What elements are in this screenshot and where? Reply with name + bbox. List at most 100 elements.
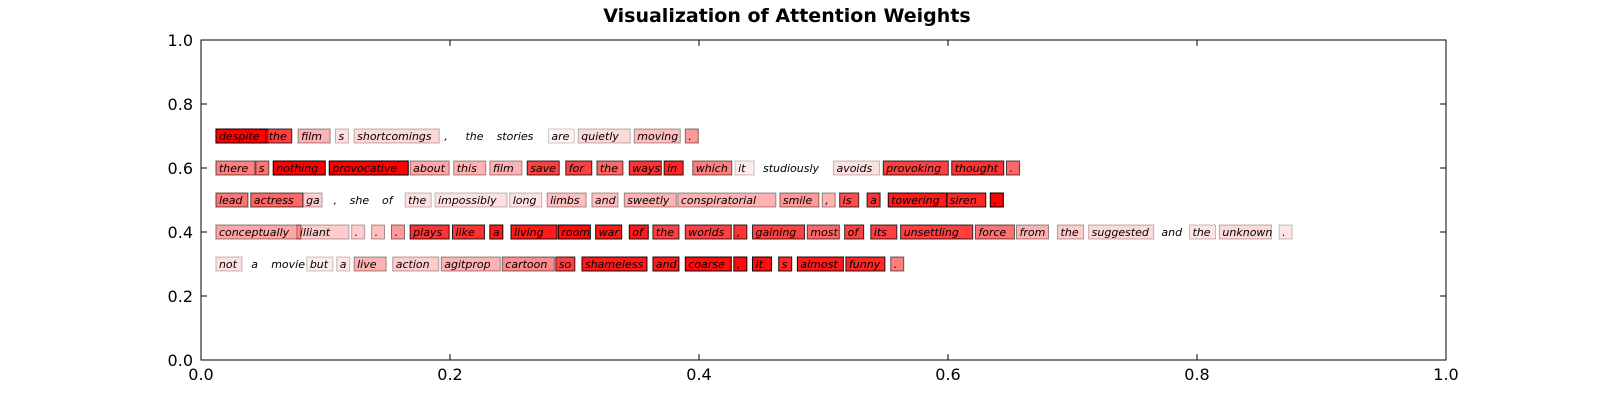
token-text: not — [219, 258, 238, 271]
token: , — [733, 256, 748, 272]
token-highlight — [796, 256, 844, 272]
token-highlight — [581, 256, 648, 272]
token-highlight — [733, 256, 748, 272]
token-highlight — [1006, 160, 1021, 176]
token: , — [821, 192, 836, 208]
sentence-row: lead actress ga, she of the impossibly long limb… — [215, 192, 1004, 208]
token-text: she — [350, 194, 370, 207]
token-highlight — [596, 160, 624, 176]
token-text: and — [656, 258, 678, 271]
token-text: almost — [800, 258, 838, 271]
token-text: . — [894, 258, 898, 271]
token: film — [489, 160, 523, 176]
token-text: film — [301, 130, 322, 143]
token-text: conspiratorial — [681, 194, 756, 207]
token-text: ga — [306, 194, 320, 207]
token-highlight — [692, 160, 733, 176]
token-text: the — [465, 130, 483, 143]
token-text: most — [810, 226, 838, 239]
token-highlight — [451, 224, 485, 240]
token-highlight — [652, 224, 680, 240]
token-highlight — [509, 192, 543, 208]
token: . — [1278, 224, 1293, 240]
token-highlight — [434, 192, 508, 208]
token-text: suggested — [1092, 226, 1150, 239]
token-text: film — [493, 162, 514, 175]
token: almost — [796, 256, 844, 272]
token-text: the — [269, 130, 287, 143]
token-text: force — [978, 226, 1006, 239]
token: are — [547, 128, 575, 144]
token-highlight — [510, 224, 558, 240]
token-text: provocative — [331, 162, 397, 175]
token: living — [510, 224, 558, 240]
token-highlight — [489, 224, 504, 240]
token: provoking — [882, 160, 949, 176]
x-tick-label: 1.0 — [1433, 365, 1458, 384]
token: of — [382, 194, 395, 207]
token: film — [297, 128, 331, 144]
y-tick-label: 0.2 — [168, 287, 193, 306]
token-text: , — [444, 130, 448, 143]
token: its — [870, 224, 898, 240]
token: . — [684, 128, 699, 144]
token-highlight — [628, 160, 662, 176]
token: s — [255, 160, 270, 176]
token-text: nothing — [276, 162, 318, 175]
token: she — [350, 194, 370, 207]
token: unsettling — [900, 224, 974, 240]
token: action — [392, 256, 440, 272]
token-highlight — [1088, 224, 1155, 240]
token-text: the — [656, 226, 674, 239]
token: , — [733, 224, 748, 240]
token: , — [444, 130, 448, 143]
y-tick-label: 0.4 — [168, 223, 193, 242]
token-text: of — [382, 194, 395, 207]
token-highlight — [866, 192, 881, 208]
token: the — [596, 160, 624, 176]
token-text: provoking — [885, 162, 941, 175]
token-highlight — [870, 224, 898, 240]
token: conspiratorial — [677, 192, 777, 208]
token-highlight — [591, 192, 619, 208]
token-text: . — [375, 226, 379, 239]
token-text: living — [514, 226, 544, 239]
token-text: . — [1010, 162, 1014, 175]
token-highlight — [684, 128, 699, 144]
token-text: worlds — [688, 226, 724, 239]
token-highlight — [890, 256, 905, 272]
token: . — [351, 224, 366, 240]
token-highlight — [832, 160, 880, 176]
token-text: are — [551, 130, 569, 143]
token-text: in — [667, 162, 677, 175]
token-highlight — [565, 160, 593, 176]
token-highlight — [215, 160, 256, 176]
y-tick-label: 0.0 — [168, 351, 193, 370]
token-highlight — [328, 160, 409, 176]
token: thought — [951, 160, 1005, 176]
token: movie — [271, 258, 305, 271]
token-text: agitprop — [444, 258, 490, 271]
token-text: moving — [637, 130, 678, 143]
token-highlight — [1057, 224, 1085, 240]
token: siren — [946, 192, 987, 208]
token: a — [489, 224, 504, 240]
token-highlight — [628, 224, 649, 240]
token: long — [509, 192, 543, 208]
token: coarse — [684, 256, 732, 272]
token-highlight — [1218, 224, 1272, 240]
token-text: ways — [632, 162, 660, 175]
y-tick-label: 1.0 — [168, 31, 193, 50]
token-highlight — [1278, 224, 1293, 240]
token: save — [526, 160, 560, 176]
token: sweetly — [623, 192, 677, 208]
x-tick-label: 0.2 — [437, 365, 462, 384]
token-text: the — [408, 194, 426, 207]
token-text: gaining — [756, 226, 797, 239]
token-highlight — [215, 224, 302, 240]
token-text: . — [688, 130, 692, 143]
token: in — [663, 160, 684, 176]
token: the — [404, 192, 432, 208]
token: the — [1057, 224, 1085, 240]
